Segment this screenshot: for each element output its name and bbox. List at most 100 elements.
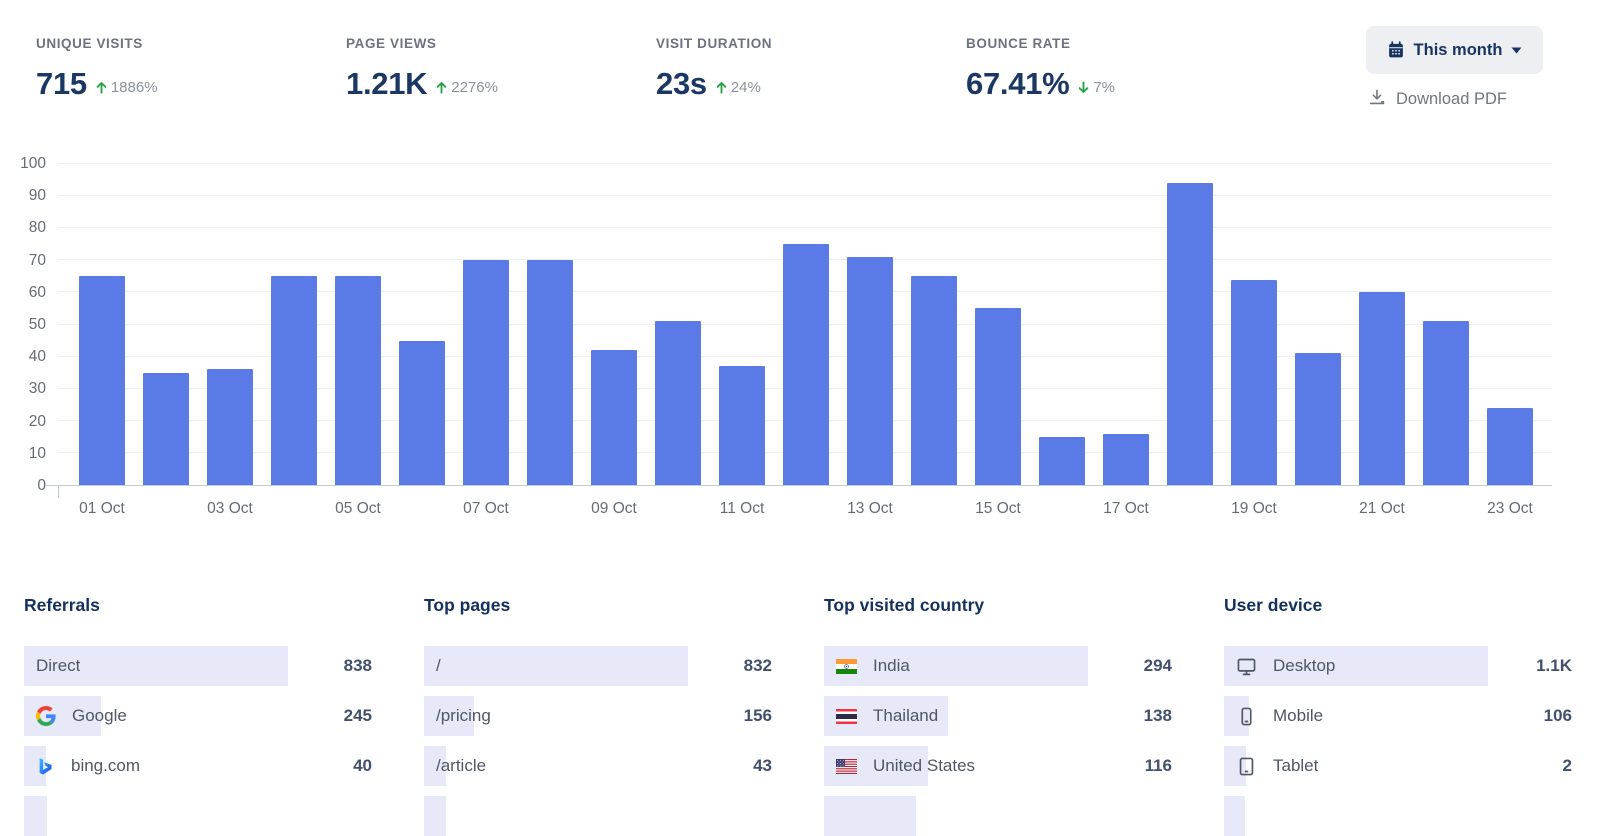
stat-label: PAGE VIEWS: [346, 36, 437, 51]
y-axis-label: 100: [20, 155, 46, 172]
row-value-bar: [1224, 796, 1245, 836]
google-icon: [36, 706, 56, 726]
period-selector-button[interactable]: This month: [1366, 26, 1543, 74]
list-row-united-states[interactable]: United States 116: [824, 746, 1172, 796]
chart-bar-17-oct[interactable]: [1103, 433, 1149, 485]
x-axis-label: 03 Oct: [207, 500, 253, 517]
bar-slot: [1414, 164, 1478, 485]
list-rows: Desktop 1.1K Mobile 106 Tablet 2: [1224, 646, 1572, 836]
y-axis-label: 10: [28, 444, 46, 462]
chart-bar-06-oct[interactable]: [399, 340, 445, 485]
chart-bar-19-oct[interactable]: [1231, 279, 1277, 485]
x-axis-label: 09 Oct: [591, 500, 637, 517]
chart-bar-18-oct[interactable]: [1167, 183, 1213, 485]
topbar: UNIQUE VISITS 715 1886% PAGE VIEWS 1.21K…: [0, 0, 1600, 111]
y-axis: 0 10 20 30 40 50 60 70 80 90 100: [0, 155, 46, 494]
list-row-pricing[interactable]: /pricing 156: [424, 696, 772, 746]
row-value: 2: [1562, 756, 1572, 775]
list-row-direct[interactable]: Direct 838: [24, 646, 372, 696]
list-row-mobile[interactable]: Mobile 106: [1224, 696, 1572, 746]
chart-bar-14-oct[interactable]: [911, 276, 957, 485]
y-axis-label: 60: [28, 283, 46, 301]
list-row-bing-com[interactable]: bing.com 40: [24, 746, 372, 796]
bar-slot: [1222, 164, 1286, 485]
row-label: /pricing: [436, 706, 491, 725]
stat-value: 715: [36, 66, 87, 101]
chart-bar-02-oct[interactable]: [143, 372, 189, 485]
chart-bar-04-oct[interactable]: [271, 276, 317, 485]
chart-bar-08-oct[interactable]: [527, 260, 573, 485]
list-user-device: User device Desktop 1.1K Mobile 106 Tabl…: [1224, 595, 1572, 836]
gridline: [58, 227, 1552, 229]
bar-slot: [1158, 164, 1222, 485]
chart-bar-01-oct[interactable]: [79, 276, 125, 485]
x-axis-label: 21 Oct: [1359, 500, 1405, 517]
chart-bar-10-oct[interactable]: [655, 321, 701, 485]
row-value: 40: [353, 756, 372, 775]
bar-slot: [902, 164, 966, 485]
chart-bar-15-oct[interactable]: [975, 308, 1021, 485]
row-value-bar: [424, 696, 474, 736]
x-axis-label: 23 Oct: [1487, 500, 1533, 517]
list-title: User device: [1224, 595, 1323, 615]
row-value: 294: [1143, 656, 1172, 675]
bar-slot: [390, 164, 454, 485]
bar-slot: [966, 164, 1030, 485]
row-value-bar: [424, 746, 446, 786]
download-pdf-link[interactable]: Download PDF: [1366, 88, 1543, 111]
tablet-icon: [1236, 756, 1257, 777]
chart-bar-09-oct[interactable]: [591, 350, 637, 485]
chart-bar-11-oct[interactable]: [719, 366, 765, 485]
list-row-partial: [1224, 796, 1572, 836]
row-label: United States: [873, 756, 976, 775]
stat-label: VISIT DURATION: [656, 36, 773, 51]
mobile-icon: [1236, 706, 1257, 727]
chart-bar-12-oct[interactable]: [783, 244, 829, 485]
list-row-[interactable]: / 832: [424, 646, 772, 696]
stats-row: UNIQUE VISITS 715 1886% PAGE VIEWS 1.21K…: [36, 26, 1276, 102]
chart-bar-16-oct[interactable]: [1039, 436, 1085, 485]
row-value-bar: [424, 796, 446, 836]
list-row-partial: [24, 796, 372, 836]
list-row-google[interactable]: Google 245: [24, 696, 372, 746]
bars-layer: [70, 164, 1542, 485]
breakdown-lists: Referrals Direct 838 Google 245 bing.com…: [0, 595, 1600, 836]
row-label: Direct: [36, 656, 81, 675]
list-row-article[interactable]: /article 43: [424, 746, 772, 796]
stat-visit-duration: VISIT DURATION 23s 24%: [656, 26, 966, 102]
bar-slot: [518, 164, 582, 485]
list-row-tablet[interactable]: Tablet 2: [1224, 746, 1572, 796]
list-top-pages: Top pages / 832 /pricing 156 /article 43: [424, 595, 772, 836]
list-referrals: Referrals Direct 838 Google 245 bing.com…: [24, 595, 372, 836]
row-value-bar: [24, 796, 47, 836]
chart-bar-07-oct[interactable]: [463, 260, 509, 485]
chart-bar-23-oct[interactable]: [1487, 407, 1533, 485]
chart-bar-03-oct[interactable]: [207, 369, 253, 485]
list-row-partial: [424, 796, 772, 836]
row-value: 106: [1543, 706, 1572, 725]
chart-bar-05-oct[interactable]: [335, 276, 381, 485]
stat-bounce-rate: BOUNCE RATE 67.41% 7%: [966, 26, 1276, 102]
x-axis-label: 01 Oct: [79, 500, 125, 517]
chart-bar-22-oct[interactable]: [1423, 321, 1469, 485]
list-row-partial: [824, 796, 1172, 836]
list-row-india[interactable]: India 294: [824, 646, 1172, 696]
chart-bar-20-oct[interactable]: [1295, 353, 1341, 485]
us-flag-icon: [836, 758, 857, 774]
row-label: Google: [72, 706, 127, 725]
chart-bar-21-oct[interactable]: [1359, 292, 1405, 485]
chart-bar-13-oct[interactable]: [847, 257, 893, 485]
list-row-desktop[interactable]: Desktop 1.1K: [1224, 646, 1572, 696]
y-axis-label: 0: [37, 477, 46, 494]
y-axis-label: 90: [28, 187, 46, 205]
row-value-bar: [24, 646, 289, 686]
list-row-thailand[interactable]: Thailand 138: [824, 696, 1172, 746]
calendar-icon: [1387, 41, 1405, 59]
bar-slot: [710, 164, 774, 485]
x-axis-label: 17 Oct: [1103, 500, 1149, 517]
bar-slot: [1030, 164, 1094, 485]
x-axis-label: 05 Oct: [335, 500, 381, 517]
stat-delta: 7%: [1093, 78, 1116, 96]
x-axis-label: 11 Oct: [719, 500, 765, 517]
